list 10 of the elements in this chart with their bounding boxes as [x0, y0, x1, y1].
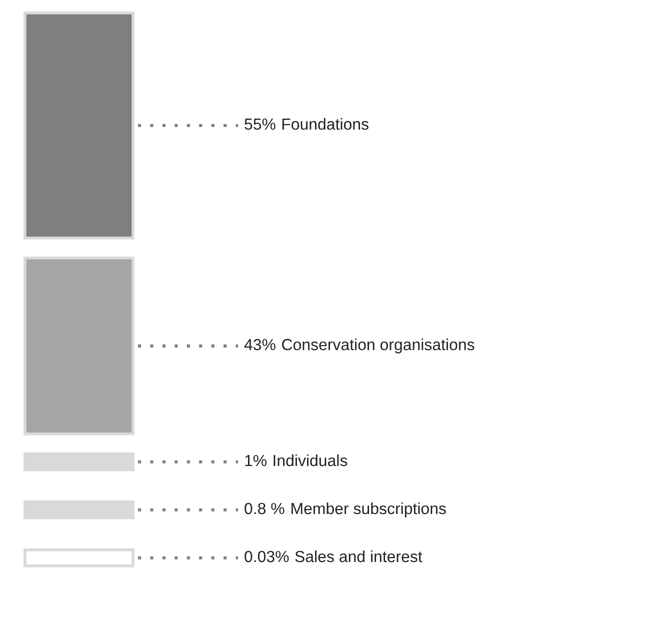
category-label: Foundations: [282, 118, 368, 130]
category-label: Individuals: [274, 454, 348, 466]
data-label: 0.03%: [244, 550, 289, 562]
category-label: Member subscriptions: [292, 502, 446, 518]
data-label: 1%: [245, 454, 267, 466]
category-label: Sales and interest: [295, 550, 422, 562]
data-label: 55%: [244, 118, 276, 130]
category-label: Conservation organisations: [282, 338, 474, 354]
data-label: 43%: [244, 338, 276, 350]
data-label: 0.8 %: [244, 502, 284, 514]
